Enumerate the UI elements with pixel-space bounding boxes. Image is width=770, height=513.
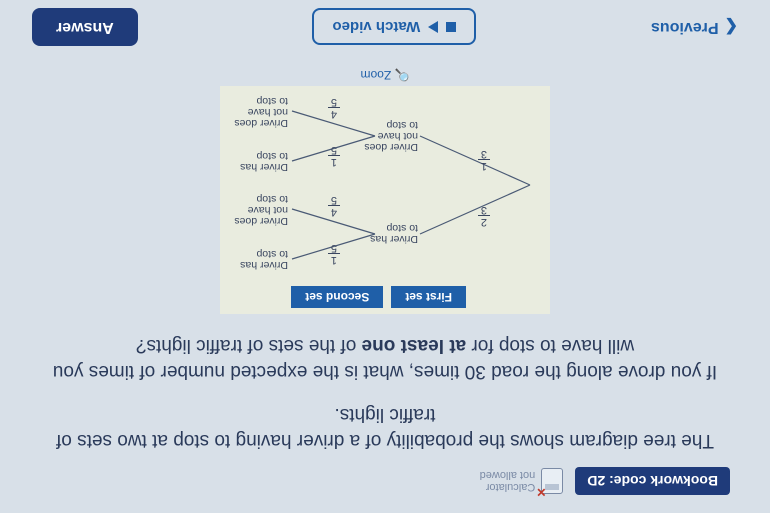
watch-video-button[interactable]: Watch video: [313, 9, 477, 46]
previous-button[interactable]: ❮ Previous: [651, 17, 738, 37]
footer: ❮ Previous Watch video Answer: [0, 8, 770, 46]
node-l1-nostop: Driver doesnot haveto stop: [364, 119, 418, 152]
node-l1-stop: Driver hasto stop: [370, 222, 418, 244]
first-set-label: First set: [391, 286, 466, 308]
question-paragraph-2: If you drove along the road 30 times, wh…: [46, 332, 724, 383]
diagram-container: First set Second set 23 13 Driver hasto …: [40, 86, 730, 314]
q2-part-c: of the sets of traffic lights?: [136, 335, 362, 356]
watch-label: Watch video: [333, 19, 421, 36]
prob-l2b-stop: 15: [328, 144, 340, 168]
page: Bookwork code: 2D Calculator not allowed…: [0, 0, 770, 513]
prob-l2a-stop: 15: [328, 242, 340, 266]
calc-line2: not allowed: [480, 469, 536, 481]
prob-l1-nostop: 13: [478, 148, 490, 172]
calculator-icon: [541, 468, 563, 494]
second-set-label: Second set: [291, 286, 383, 308]
prob-l2a-nostop: 45: [328, 194, 340, 218]
previous-label: Previous: [651, 18, 719, 36]
bookwork-badge: Bookwork code: 2D: [575, 467, 730, 495]
answer-button[interactable]: Answer: [32, 8, 138, 46]
calculator-status: Calculator not allowed: [480, 468, 564, 494]
play-icon: [428, 21, 438, 33]
node-l2a-stop: Driver hasto stop: [240, 248, 288, 270]
header-row: Bookwork code: 2D Calculator not allowed: [40, 467, 730, 495]
node-l2b-nostop: Driver doesnot haveto stop: [234, 95, 288, 128]
calc-line1: Calculator: [480, 481, 536, 493]
q2-bold: at least one: [362, 335, 467, 356]
zoom-control[interactable]: 🔍 Zoom: [40, 68, 730, 82]
chevron-left-icon: ❮: [725, 17, 738, 37]
prob-l2b-nostop: 45: [328, 96, 340, 120]
question-paragraph-1: The tree diagram shows the probability o…: [46, 402, 724, 453]
node-l2a-nostop: Driver doesnot haveto stop: [234, 193, 288, 226]
node-l2b-stop: Driver hasto stop: [240, 150, 288, 172]
prob-l1-stop: 23: [478, 204, 490, 228]
tree-diagram: First set Second set 23 13 Driver hasto …: [220, 86, 550, 314]
stop-icon: [446, 22, 456, 32]
